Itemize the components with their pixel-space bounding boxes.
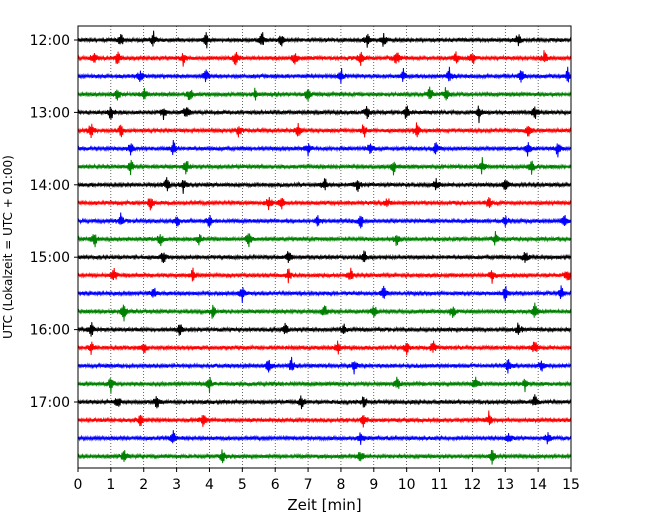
trace-line: [77, 50, 572, 67]
y-tick-label: 15:00: [30, 250, 70, 266]
y-tick-label: 14:00: [30, 178, 70, 194]
x-tick-label: 6: [271, 477, 280, 493]
x-tick-label: 12: [463, 477, 481, 493]
y-axis-label: UTC (Lokalzeit = UTC + 01:00): [1, 155, 15, 339]
trace-line: [77, 157, 572, 176]
trace-line: [77, 212, 572, 229]
trace-line: [77, 30, 572, 49]
y-tick-label: 17:00: [30, 395, 70, 411]
trace-line: [77, 302, 572, 322]
trace-line: [77, 267, 572, 284]
x-axis: 0 1 2 3 4 5 6 7 8 9 10 11 12 13 14 15: [74, 468, 580, 493]
x-tick-label: 9: [369, 477, 378, 493]
trace-line: [77, 410, 572, 428]
x-tick-label: 3: [172, 477, 181, 493]
x-tick-label: 13: [496, 477, 514, 493]
y-tick-label: 12:00: [30, 33, 70, 49]
x-tick-label: 15: [562, 477, 580, 493]
y-tick-label: 16:00: [30, 323, 70, 339]
trace-line: [77, 376, 572, 394]
trace-line: [77, 122, 572, 139]
x-tick-label: 2: [139, 477, 148, 493]
trace-line: [77, 449, 572, 465]
x-tick-label: 7: [304, 477, 313, 493]
trace-line: [77, 139, 572, 158]
trace-line: [77, 105, 572, 124]
x-axis-label: Zeit [min]: [287, 496, 361, 514]
y-tick-label: 13:00: [30, 105, 70, 121]
x-tick-label: 5: [238, 477, 247, 493]
y-axis: 12:00 13:00 14:00 15:00 16:00 17:00: [30, 33, 78, 411]
trace-line: [77, 322, 572, 337]
trace-line: [77, 356, 572, 375]
x-tick-label: 8: [336, 477, 345, 493]
trace-line: [77, 177, 572, 194]
x-tick-label: 11: [431, 477, 449, 493]
x-tick-label: 4: [205, 477, 214, 493]
trace-line: [77, 86, 572, 102]
trace-group: [77, 30, 572, 465]
trace-line: [77, 230, 572, 248]
trace-line: [77, 250, 572, 264]
plot-frame: [77, 25, 572, 469]
x-tick-label: 1: [106, 477, 115, 493]
x-tick-label: 0: [74, 477, 83, 493]
x-tick-label: 10: [398, 477, 416, 493]
trace-line: [77, 285, 572, 304]
trace-line: [77, 66, 572, 84]
x-tick-label: 14: [529, 477, 547, 493]
trace-line: [77, 394, 572, 410]
trace-line: [77, 340, 572, 356]
trace-line: [77, 196, 572, 211]
trace-line: [77, 430, 572, 445]
